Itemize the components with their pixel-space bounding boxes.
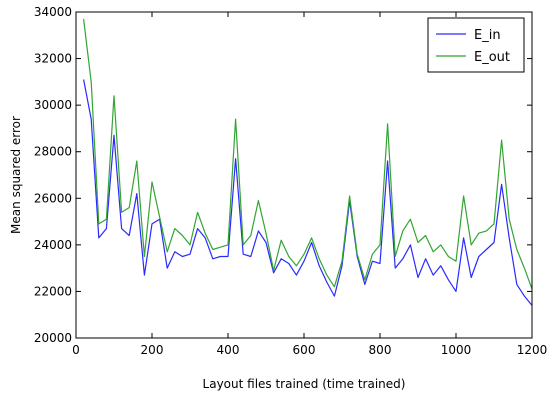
x-tick-label: 1200 xyxy=(517,343,548,357)
y-tick-label: 22000 xyxy=(34,284,72,298)
y-tick-label: 20000 xyxy=(34,331,72,345)
ticks-layer: 0 200 400 600 800 1000 1200 20000 22000 24000 2600… xyxy=(34,5,547,357)
legend: E_in E_out xyxy=(427,17,525,73)
y-tick-label: 28000 xyxy=(34,145,72,159)
y-tick-label: 30000 xyxy=(34,98,72,112)
series-line-e-in xyxy=(83,79,533,306)
x-tick-label: 800 xyxy=(369,343,392,357)
x-axis-label: Layout files trained (time trained) xyxy=(203,377,406,391)
x-tick-label: 200 xyxy=(141,343,164,357)
legend-box xyxy=(427,17,525,73)
x-tick-label: 0 xyxy=(72,343,80,357)
legend-label-e-in: E_in xyxy=(474,28,501,43)
y-tick-label: 32000 xyxy=(34,52,72,66)
y-tick-label: 24000 xyxy=(34,238,72,252)
series-layer xyxy=(83,18,533,306)
series-line-e-out xyxy=(83,18,533,290)
y-tick-label: 26000 xyxy=(34,191,72,205)
legend-label-e-out: E_out xyxy=(474,50,510,65)
y-axis-label: Mean squared error xyxy=(9,116,23,234)
x-tick-label: 1000 xyxy=(441,343,472,357)
x-tick-label: 600 xyxy=(293,343,316,357)
x-tick-label: 400 xyxy=(217,343,240,357)
y-tick-label: 34000 xyxy=(34,5,72,19)
